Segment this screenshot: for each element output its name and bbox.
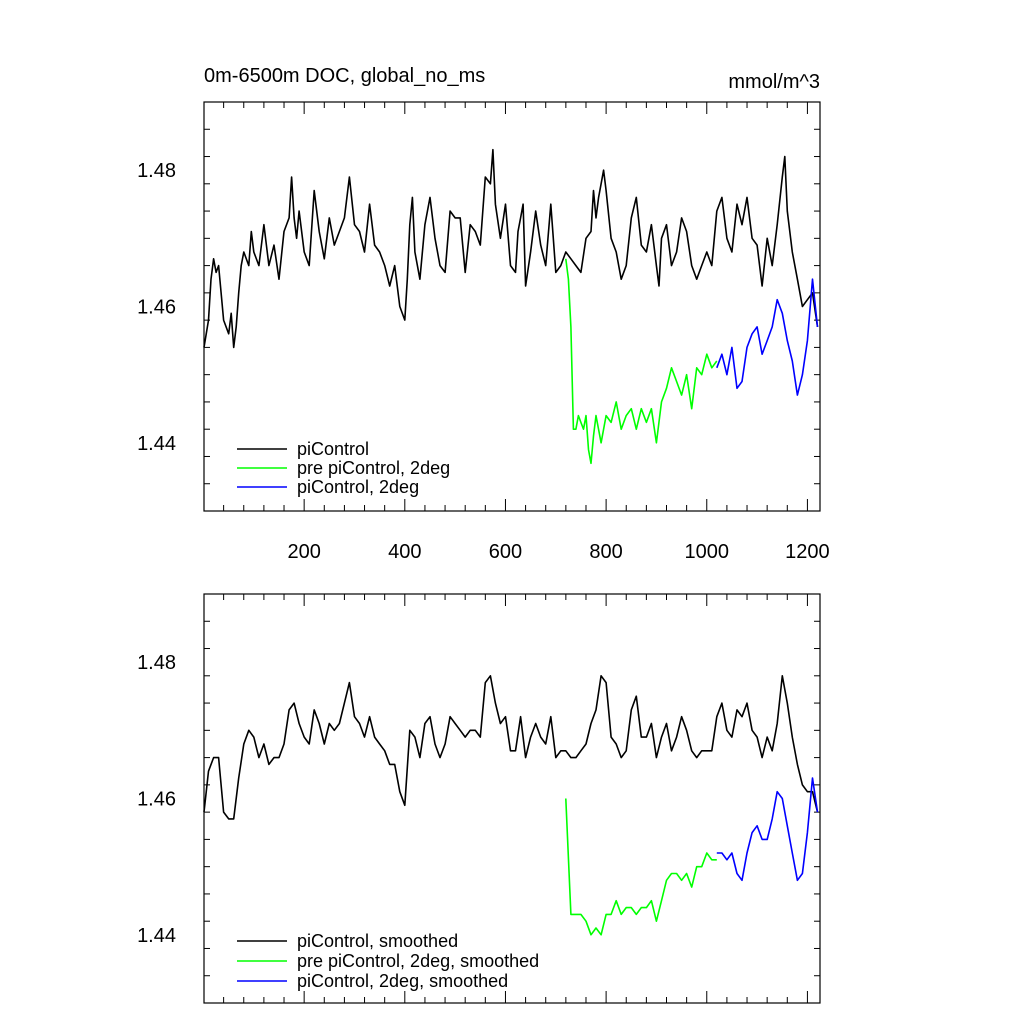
y-tick-label: 1.48 [137,160,176,182]
x-tick-label: 1200 [785,541,830,563]
legend-label: pre piControl, 2deg [297,458,450,478]
y-tick-label: 1.46 [137,297,176,319]
legend-label: piControl, smoothed [297,931,458,951]
x-tick-label: 200 [287,541,320,563]
x-tick-label: 400 [388,541,421,563]
chart-title: 0m-6500m DOC, global_no_ms [204,65,485,87]
chart-panel-1: 1.44 1.46 1.48 200 400 600 800 1000 1200 piContro… [137,101,830,563]
x-tick-label: 600 [489,541,522,563]
series-line [565,798,717,936]
plot-frame [203,593,821,1004]
units-label: mmol/m^3 [728,71,820,93]
y-tick-label: 1.44 [137,433,176,455]
series-line [565,258,718,465]
legend-label: piControl, 2deg, smoothed [297,971,508,991]
series-line [716,278,819,396]
legend-label: pre piControl, 2deg, smoothed [297,951,539,971]
x-tick-label: 1000 [685,541,730,563]
legend-label: piControl, 2deg [297,477,419,497]
x-tick-label: 800 [589,541,622,563]
y-tick-label: 1.46 [137,789,176,811]
plot-frame [203,101,821,512]
y-tick-label: 1.44 [137,925,176,947]
series-line [203,148,819,349]
legend-label: piControl [297,439,369,459]
series-line [716,777,819,882]
series-line [203,675,819,820]
chart-panels: 1.44 1.46 1.48 200 400 600 800 1000 1200 piContro… [137,101,830,1004]
y-tick-label: 1.48 [137,652,176,674]
